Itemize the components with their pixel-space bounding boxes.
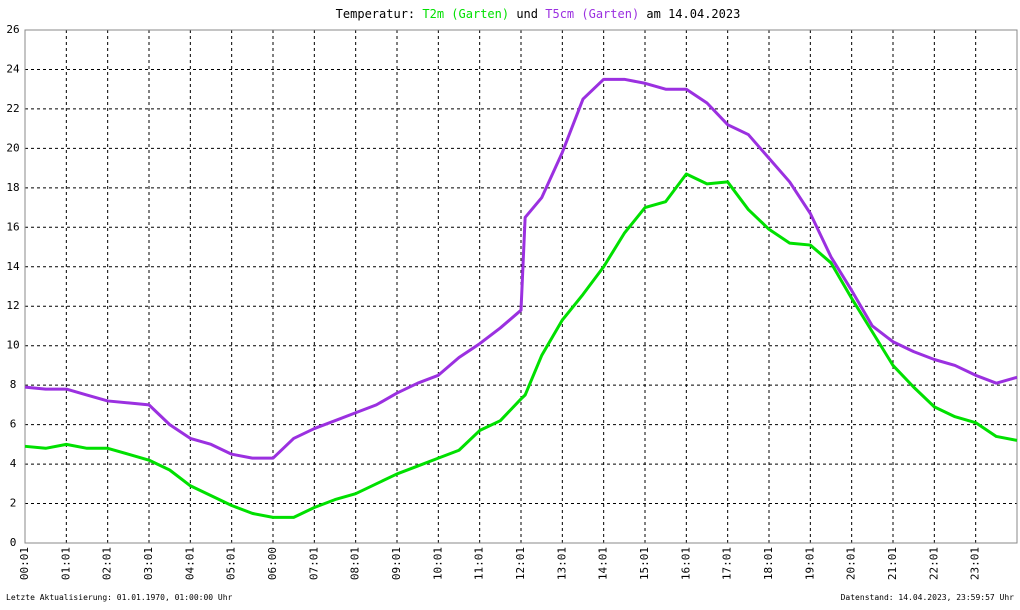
plot-border: [24, 29, 1018, 544]
x-tick-label: 21:01: [886, 547, 899, 580]
x-tick-label: 14:01: [597, 547, 610, 580]
x-tick-label: 15:01: [638, 547, 651, 580]
y-tick-label: 26: [6, 23, 19, 36]
series-line: [24, 77, 1018, 460]
x-tick-label: 11:01: [473, 547, 486, 580]
x-tick-label: 01:01: [59, 547, 72, 580]
x-tick-label: 13:01: [555, 547, 568, 580]
x-tick-label: 22:01: [927, 547, 940, 580]
y-tick-label: 8: [10, 378, 17, 391]
x-tick-label: 07:01: [307, 547, 320, 580]
y-tick-label: 0: [10, 536, 17, 549]
y-tick-label: 10: [6, 339, 19, 352]
x-tick-label: 04:01: [183, 547, 196, 580]
y-tick-label: 12: [6, 299, 19, 312]
x-tick-label: 20:01: [845, 547, 858, 580]
y-tick-label: 14: [6, 260, 20, 273]
x-tick-label: 18:01: [762, 547, 775, 580]
x-tick-label: 09:01: [390, 547, 403, 580]
x-tick-label: 00:01: [18, 547, 31, 580]
y-tick-label: 24: [6, 62, 20, 75]
y-tick-label: 18: [6, 181, 19, 194]
x-tick-label: 12:01: [514, 547, 527, 580]
x-tick-label: 19:01: [803, 547, 816, 580]
x-tick-label: 06:00: [266, 547, 279, 580]
series-line: [24, 172, 1018, 519]
y-tick-label: 20: [6, 141, 19, 154]
x-tick-label: 08:01: [349, 547, 362, 580]
footer-right: Datenstand: 14.04.2023, 23:59:57 Uhr: [841, 593, 1015, 602]
title-prefix: Temperatur:: [336, 7, 415, 21]
x-tick-label: 03:01: [142, 547, 155, 580]
y-tick-label: 4: [10, 457, 17, 470]
x-tick-label: 10:01: [431, 547, 444, 580]
y-tick-label: 22: [6, 102, 19, 115]
footer-left: Letzte Aktualisierung: 01.01.1970, 01:00…: [6, 593, 233, 602]
x-tick-label: 17:01: [721, 547, 734, 580]
x-tick-label: 23:01: [969, 547, 982, 580]
title-joiner: und: [516, 7, 538, 21]
title-series: T2m (Garten): [422, 7, 509, 21]
title-series: T5cm (Garten): [545, 7, 639, 21]
y-tick-label: 6: [10, 418, 17, 431]
y-tick-label: 2: [10, 497, 17, 510]
x-tick-label: 16:01: [679, 547, 692, 580]
x-tick-label: 05:01: [225, 547, 238, 580]
y-tick-label: 16: [6, 220, 19, 233]
x-tick-label: 02:01: [101, 547, 114, 580]
chart-title: Temperatur: T2m (Garten) und T5cm (Garte…: [336, 7, 741, 21]
title-suffix: am 14.04.2023: [646, 7, 740, 21]
